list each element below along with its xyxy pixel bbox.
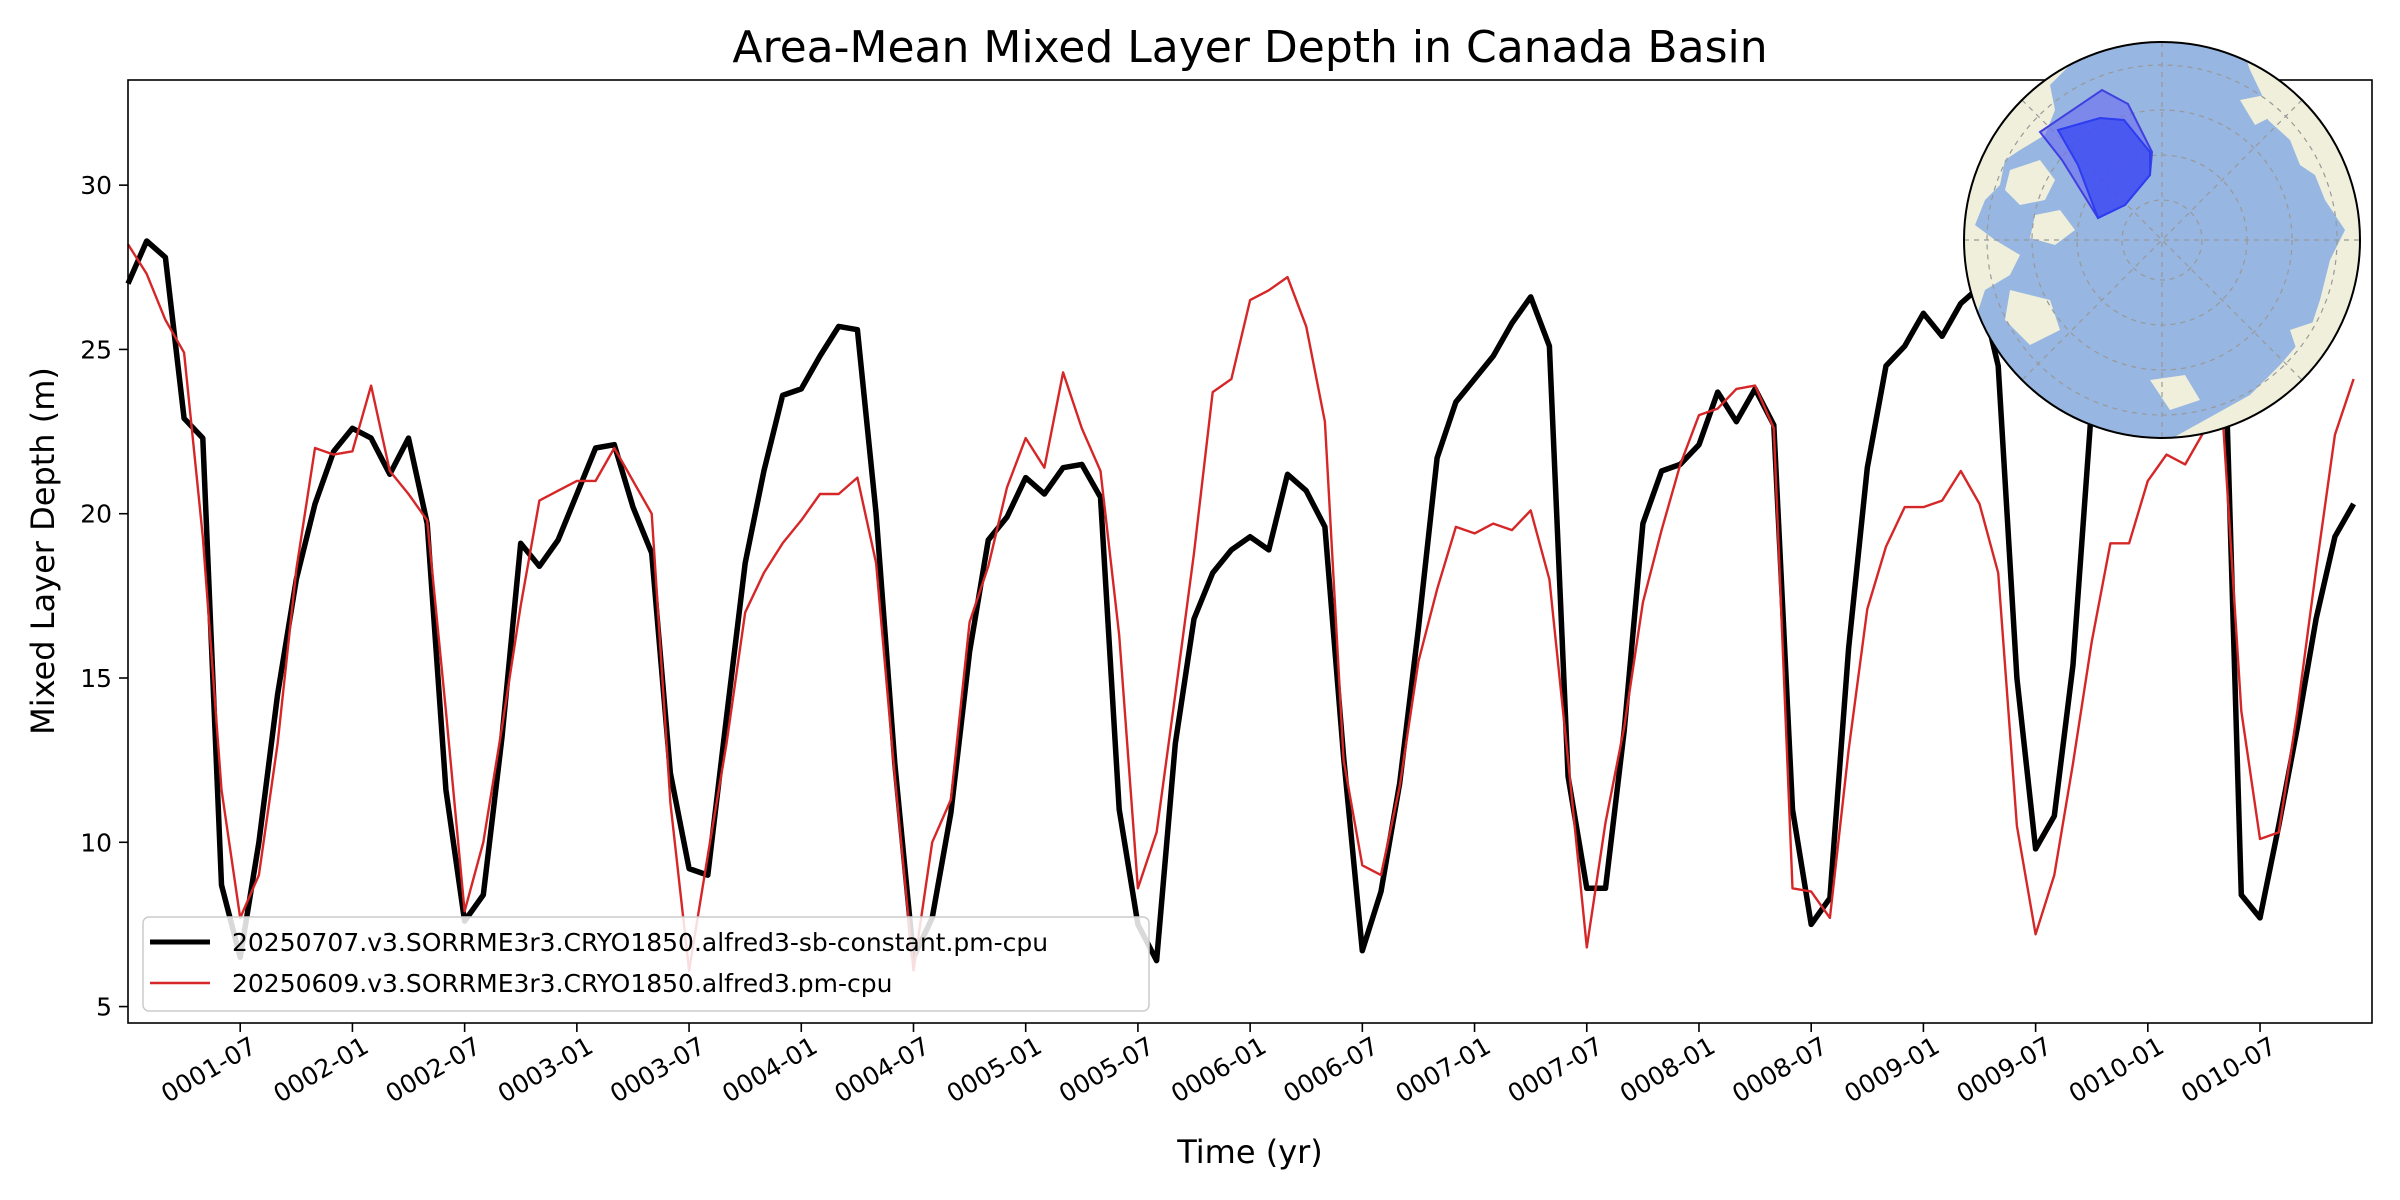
- inset-map: [1963, 41, 2361, 439]
- x-tick-label: 0001-07: [156, 1031, 261, 1108]
- legend: 20250707.v3.SORRME3r3.CRYO1850.alfred3-s…: [142, 916, 1150, 1012]
- x-tick-label: 0002-01: [268, 1031, 373, 1108]
- inset-island: [2240, 95, 2275, 125]
- x-axis: 0001-07 0002-01 0002-07 0003-01 0003-07 0004-…: [156, 1023, 2281, 1108]
- x-tick-label: 0008-01: [1615, 1031, 1720, 1108]
- y-tick-label: 30: [80, 171, 112, 200]
- inset-region-canada-basin: [2056, 116, 2151, 220]
- y-axis-title: Mixed Layer Depth (m): [24, 367, 62, 735]
- y-tick-label: 25: [80, 335, 112, 364]
- legend-label-series-1: 20250707.v3.SORRME3r3.CRYO1850.alfred3-s…: [232, 928, 1048, 957]
- y-tick-label: 15: [80, 664, 112, 693]
- x-tick-label: 0007-01: [1391, 1031, 1496, 1108]
- inset-border: [1963, 41, 2361, 439]
- x-tick-label: 0009-01: [1839, 1031, 1944, 1108]
- y-tick-label: 5: [96, 993, 112, 1022]
- x-tick-label: 0002-07: [381, 1031, 486, 1108]
- legend-box: [142, 916, 1150, 1012]
- y-axis: 5 10 15 20 25 30: [80, 171, 128, 1022]
- x-tick-label: 0005-01: [942, 1031, 1047, 1108]
- legend-label-series-2: 20250609.v3.SORRME3r3.CRYO1850.alfred3.p…: [232, 969, 893, 998]
- x-tick-label: 0003-07: [605, 1031, 710, 1108]
- y-tick-label: 20: [80, 500, 112, 529]
- x-tick-label: 0008-07: [1727, 1031, 1832, 1108]
- x-tick-label: 0009-07: [1952, 1031, 2057, 1108]
- inset-island: [2290, 320, 2330, 360]
- x-axis-title: Time (yr): [1176, 1133, 1323, 1171]
- plot-frame: [127, 79, 2373, 1024]
- inset-island: [2005, 160, 2055, 205]
- x-tick-label: 0004-07: [830, 1031, 935, 1108]
- x-tick-label: 0010-01: [2064, 1031, 2169, 1108]
- x-tick-label: 0005-07: [1054, 1031, 1159, 1108]
- y-tick-label: 10: [80, 828, 112, 857]
- x-tick-label: 0010-07: [2176, 1031, 2281, 1108]
- x-tick-label: 0006-07: [1278, 1031, 1383, 1108]
- series-line-2: [126, 243, 2355, 972]
- x-tick-label: 0006-01: [1166, 1031, 1271, 1108]
- x-tick-label: 0004-01: [717, 1031, 822, 1108]
- x-tick-label: 0007-07: [1503, 1031, 1608, 1108]
- x-tick-label: 0003-01: [493, 1031, 598, 1108]
- chart-title: Area-Mean Mixed Layer Depth in Canada Ba…: [732, 22, 1767, 73]
- inset-graticule: [1964, 42, 2360, 438]
- inset-island: [2005, 290, 2060, 345]
- inset-island: [2030, 210, 2075, 245]
